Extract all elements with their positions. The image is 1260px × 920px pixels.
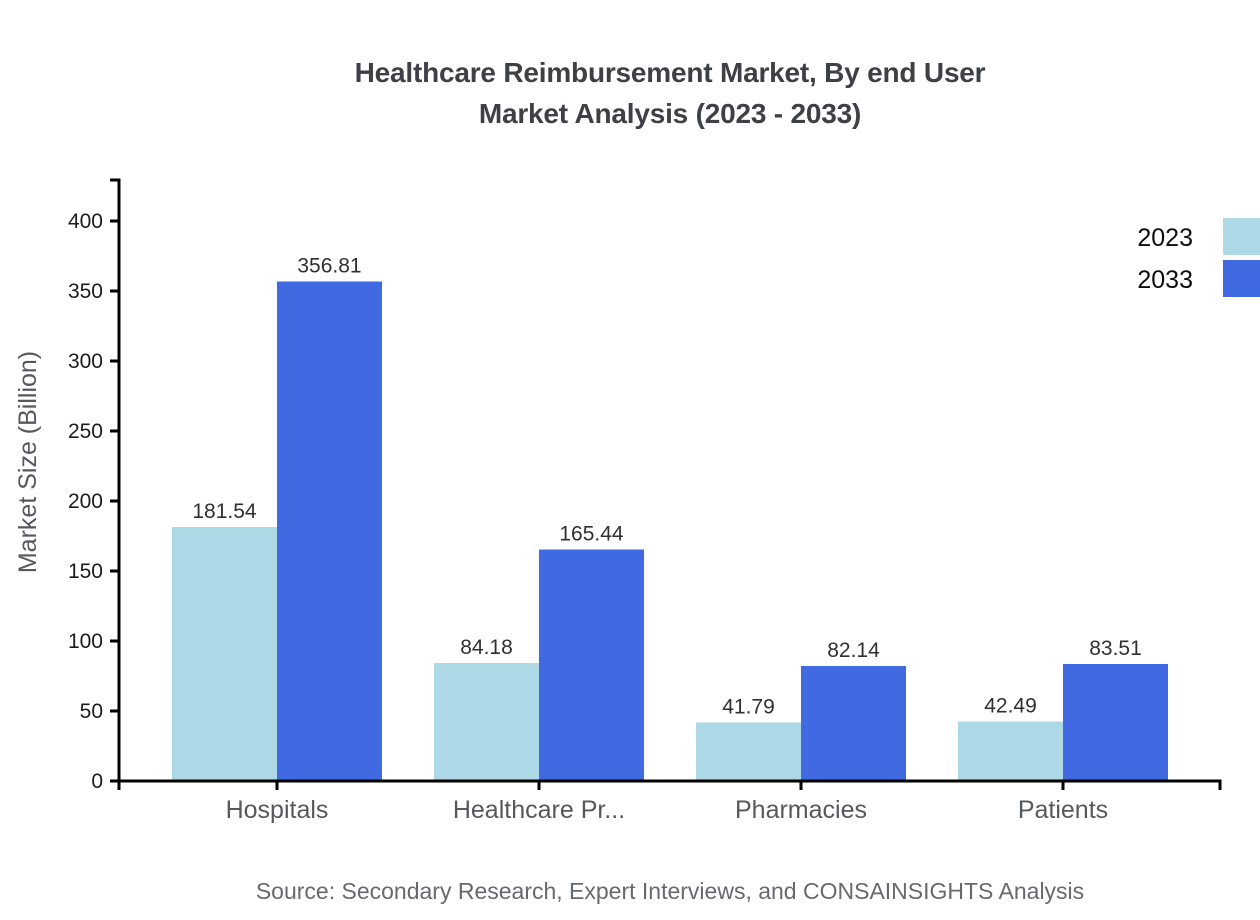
value-label-2023-pharmacies: 41.79 (722, 695, 775, 718)
legend-label-2023: 2023 (1137, 224, 1193, 252)
value-label-2023-healthcare-pr: 84.18 (460, 636, 513, 659)
x-category-label-pharmacies: Pharmacies (735, 796, 867, 824)
x-category-label-hospitals: Hospitals (226, 796, 329, 824)
y-tick-label-150: 150 (68, 560, 103, 583)
y-axis (110, 178, 121, 781)
bar-2023-hospitals (172, 526, 277, 781)
legend-label-2033: 2033 (1137, 266, 1193, 294)
bar-2023-healthcare-pr (434, 663, 539, 781)
bar-2033-hospitals (277, 281, 382, 781)
value-label-2033-healthcare-pr: 165.44 (559, 522, 624, 545)
chart-title-line2: Market Analysis (2023 - 2033) (478, 98, 862, 129)
x-category-label-healthcare-pr: Healthcare Pr... (453, 796, 625, 824)
x-category-label-patients: Patients (1018, 796, 1108, 824)
y-tick-label-350: 350 (68, 280, 103, 303)
chart-title-line1: Healthcare Reimbursement Market, By end … (354, 57, 986, 88)
y-tick-label-300: 300 (68, 350, 103, 373)
bar-2023-pharmacies (696, 722, 801, 781)
y-tick-label-50: 50 (80, 700, 103, 723)
source-note: Source: Secondary Research, Expert Inter… (255, 878, 1085, 904)
y-tick-label-100: 100 (68, 630, 103, 653)
y-axis-title: Market Size (Billion) (14, 351, 42, 573)
chart-title: Healthcare Reimbursement Market, By end … (140, 52, 1200, 134)
bar-2033-healthcare-pr (539, 549, 644, 781)
y-tick-label-200: 200 (68, 490, 103, 513)
value-label-2033-hospitals: 356.81 (297, 254, 361, 277)
legend-swatch-2033 (1223, 260, 1260, 297)
value-label-2023-hospitals: 181.54 (192, 500, 257, 523)
y-tick-label-250: 250 (68, 420, 103, 443)
y-tick-label-400: 400 (68, 210, 103, 233)
value-label-2033-patients: 83.51 (1089, 637, 1142, 660)
bar-2033-pharmacies (801, 666, 906, 781)
bar-2033-patients (1063, 664, 1168, 781)
value-label-2023-patients: 42.49 (984, 695, 1037, 718)
bar-2023-patients (958, 721, 1063, 781)
value-label-2033-pharmacies: 82.14 (827, 639, 880, 662)
y-tick-label-0: 0 (91, 770, 103, 793)
x-axis (117, 779, 1222, 790)
legend-swatch-2023 (1223, 218, 1260, 255)
